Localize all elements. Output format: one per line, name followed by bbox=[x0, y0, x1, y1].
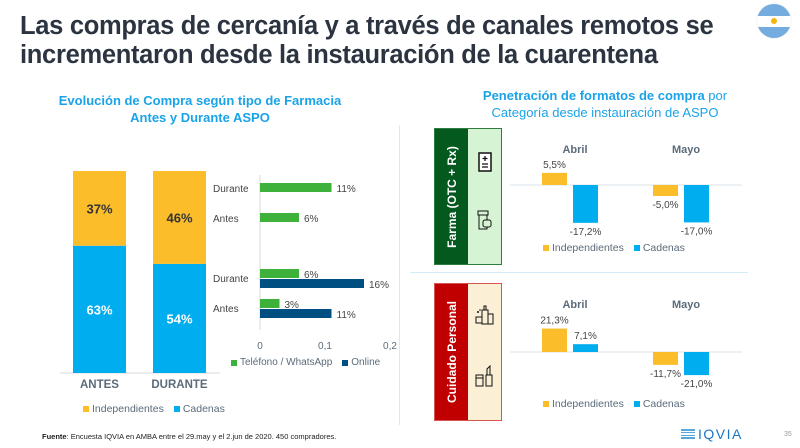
page-number: 35 bbox=[784, 431, 792, 438]
legend-swatch-independientes bbox=[543, 245, 549, 251]
right-subtitle-rest: por bbox=[704, 88, 728, 103]
data-label-telefono: 6% bbox=[304, 214, 319, 225]
x-tick-label: 0 bbox=[257, 341, 263, 352]
bar-cadenas-abril bbox=[573, 344, 598, 352]
legend-item-telefono: Teléfono / WhatsApp bbox=[231, 357, 332, 368]
right-subtitle-line2: Categoría desde instauración de ASPO bbox=[491, 105, 719, 120]
data-label: -5,0% bbox=[652, 200, 678, 211]
iqvia-logo: IQVIA bbox=[681, 426, 743, 442]
toiletries-icon bbox=[475, 305, 493, 325]
bar-cadenas-antes bbox=[73, 245, 126, 373]
lipstick-cream-icon bbox=[475, 365, 492, 387]
prescription-icon bbox=[477, 152, 492, 172]
category-panel-cuidado: Cuidado Personal bbox=[434, 283, 502, 421]
bar-cadenas-abril bbox=[573, 185, 598, 223]
data-label: -21,0% bbox=[681, 379, 713, 390]
category-label-farma: Farma (OTC + Rx) bbox=[435, 129, 468, 264]
data-label: -11,7% bbox=[650, 369, 681, 380]
legend-swatch-cadenas bbox=[633, 401, 640, 407]
left-subtitle-line1: Evolución de Compra según tipo de Farmac… bbox=[58, 93, 342, 108]
legend-swatch-independientes bbox=[543, 401, 549, 407]
channel-bar-chart: Durante 11% Antes 6% Durante 6% 16% Antes 3% 11% 0… bbox=[213, 175, 397, 352]
bar-cadenas-mayo bbox=[684, 185, 709, 223]
bar-telefono bbox=[260, 269, 299, 278]
row-label: Antes bbox=[213, 304, 239, 315]
source-note: Fuente: Encuesta IQVIA en AMBA entre el … bbox=[42, 432, 337, 441]
data-label-telefono: 11% bbox=[337, 184, 356, 195]
stacked-legend: Independientes Cadenas bbox=[83, 403, 225, 415]
bar-independientes-mayo bbox=[653, 185, 678, 196]
legend-swatch-cadenas bbox=[633, 245, 640, 251]
data-label: -17,0% bbox=[681, 226, 713, 237]
legend-swatch-cadenas bbox=[173, 406, 180, 412]
right-subtitle-bold: Penetración de formatos de compra bbox=[482, 88, 705, 103]
farma-legend: Independientes Cadenas bbox=[543, 242, 685, 254]
bar-telefono bbox=[260, 183, 332, 192]
legend-item-cadenas: Cadenas bbox=[173, 403, 225, 415]
data-label: 5,5% bbox=[543, 160, 566, 171]
bar-independientes-abril bbox=[542, 172, 567, 185]
x-tick-label: 0,2 bbox=[383, 341, 397, 352]
data-label-online: 11% bbox=[337, 310, 356, 321]
farma-bar-chart: Abril 5,5% -17,2% Mayo -5,0% -17,0% bbox=[510, 144, 742, 238]
category-label: ANTES bbox=[80, 379, 119, 391]
legend-swatch-online bbox=[342, 359, 349, 366]
left-chart-subtitle: Evolución de Compra según tipo de Farmac… bbox=[0, 92, 400, 126]
category-panel-farma: Farma (OTC + Rx) bbox=[434, 128, 502, 265]
data-label: 21,3% bbox=[540, 316, 568, 327]
right-chart-subtitle: Penetración de formatos de compra por Ca… bbox=[420, 87, 790, 121]
bar-online bbox=[260, 279, 364, 288]
x-tick-label: 0,1 bbox=[318, 341, 332, 352]
vertical-divider bbox=[399, 125, 400, 425]
iqvia-logo-icon bbox=[681, 429, 695, 439]
cuidado-legend: Independientes Cadenas bbox=[543, 398, 685, 410]
data-label-cadenas: 63% bbox=[86, 302, 112, 317]
row-label: Durante bbox=[213, 274, 249, 285]
month-header: Mayo bbox=[672, 299, 700, 311]
bar-cadenas-durante bbox=[153, 263, 206, 373]
legend-item-independientes: Independientes bbox=[83, 403, 164, 415]
bar-online bbox=[260, 309, 332, 318]
argentina-flag-icon bbox=[757, 4, 791, 38]
bar-independientes-abril bbox=[542, 328, 567, 352]
data-label: 7,1% bbox=[574, 331, 597, 342]
horizontal-divider bbox=[410, 272, 748, 273]
bar-telefono bbox=[260, 299, 280, 308]
bar-independientes-durante bbox=[153, 171, 206, 264]
data-label-online: 16% bbox=[369, 280, 389, 291]
bar-telefono bbox=[260, 213, 299, 222]
data-label-telefono: 3% bbox=[285, 300, 300, 311]
bar-independientes-antes bbox=[73, 171, 126, 246]
month-header: Abril bbox=[562, 144, 587, 156]
month-header: Abril bbox=[562, 299, 587, 311]
legend-swatch-independientes bbox=[83, 406, 89, 412]
channel-legend: Teléfono / WhatsApp Online bbox=[231, 357, 380, 368]
data-label-independientes: 37% bbox=[86, 201, 112, 216]
legend-item-online: Online bbox=[342, 357, 380, 368]
left-subtitle-line2: Antes y Durante ASPO bbox=[130, 110, 270, 125]
category-label: DURANTE bbox=[151, 379, 208, 391]
data-label: -17,2% bbox=[570, 227, 602, 238]
cuidado-bar-chart: Abril 21,3% 7,1% Mayo -11,7%-21,0% bbox=[510, 299, 742, 390]
pill-bottle-icon bbox=[477, 210, 491, 230]
bar-cadenas-mayo bbox=[684, 352, 709, 376]
row-label: Antes bbox=[213, 214, 239, 225]
data-label-telefono: 6% bbox=[304, 270, 319, 281]
page-title: Las compras de cercanía y a través de ca… bbox=[20, 12, 714, 69]
row-label: Durante bbox=[213, 184, 249, 195]
stacked-bar-chart: 63% 37% ANTES 54% 46% DURANTE bbox=[60, 171, 220, 391]
bar-independientes-mayo bbox=[653, 352, 678, 365]
data-label-independientes: 46% bbox=[166, 210, 192, 225]
data-label-cadenas: 54% bbox=[166, 311, 192, 326]
category-label-cuidado: Cuidado Personal bbox=[435, 284, 468, 420]
legend-swatch-telefono bbox=[231, 359, 237, 366]
month-header: Mayo bbox=[672, 144, 700, 156]
